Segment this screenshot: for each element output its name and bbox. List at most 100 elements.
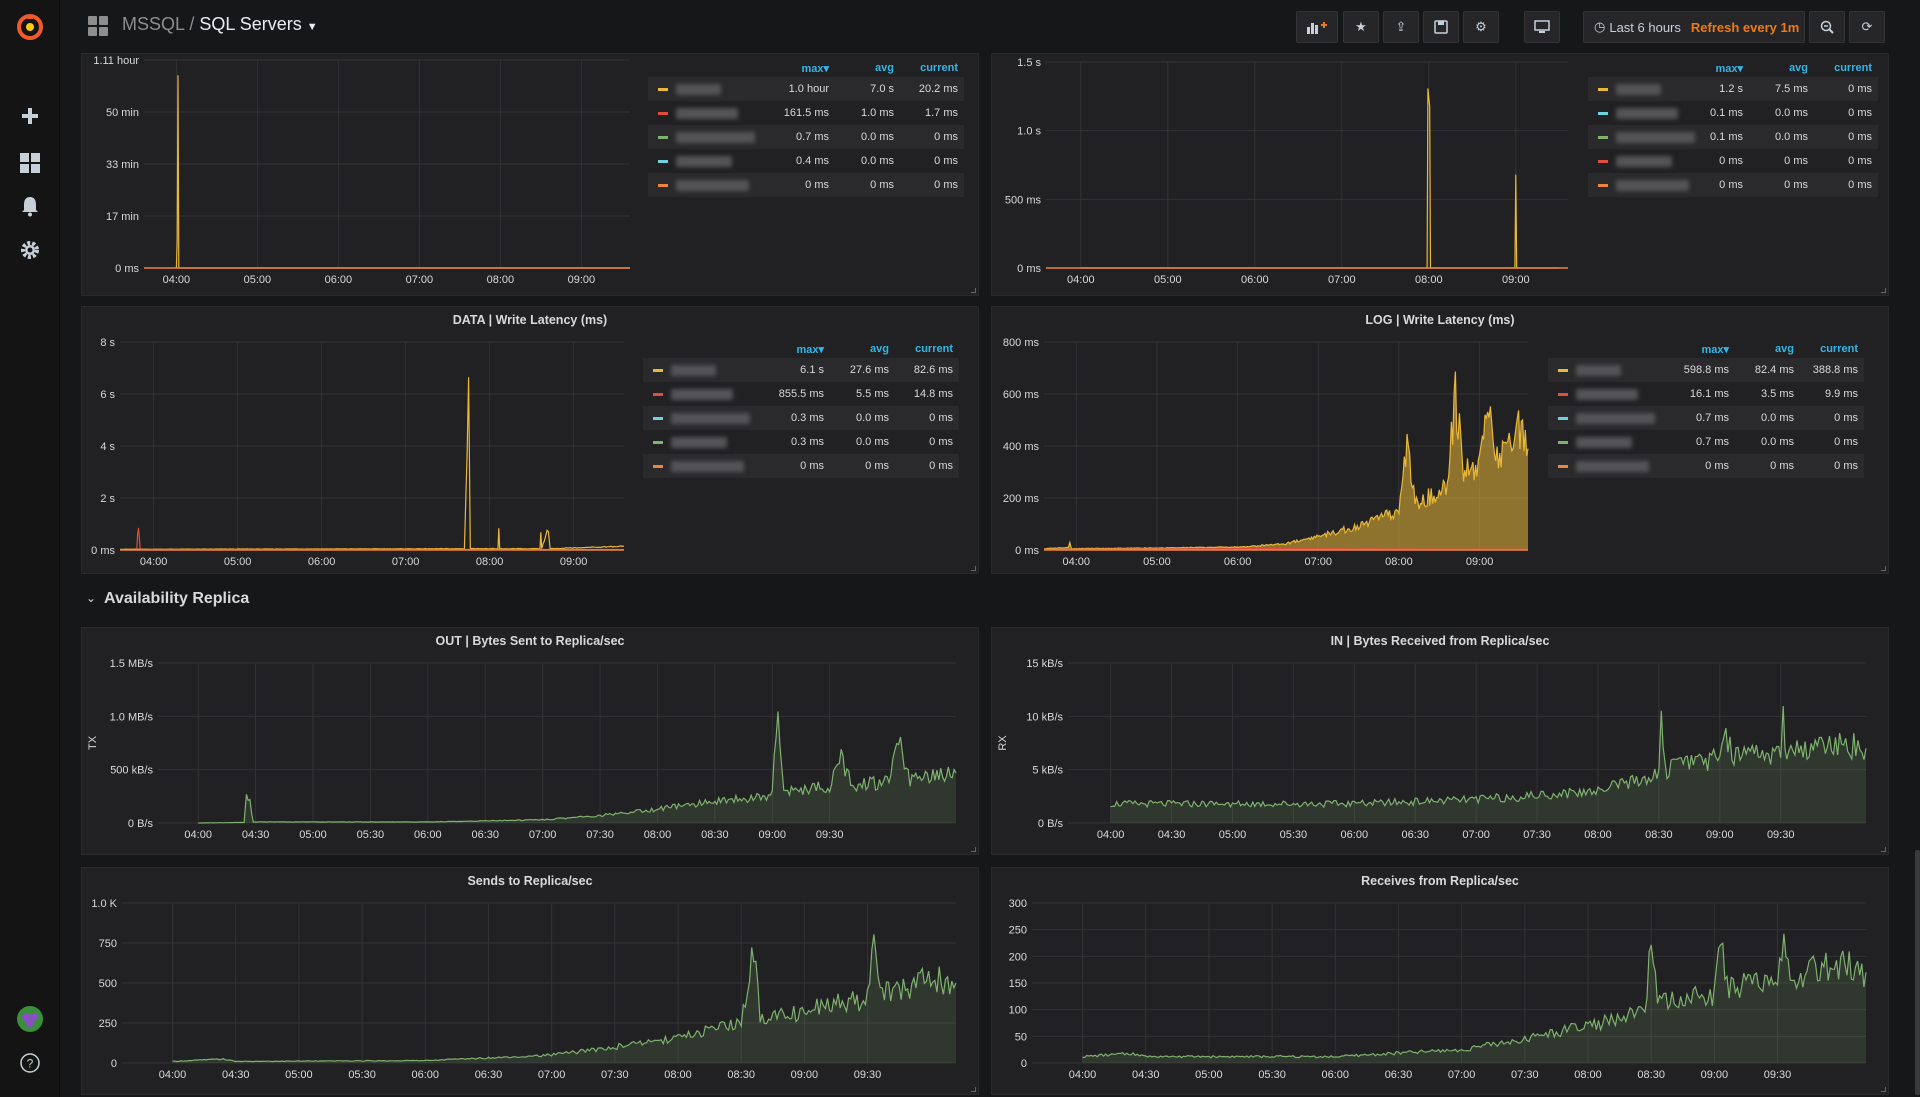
gear-icon[interactable] [15, 235, 45, 265]
legend-row[interactable]: 0.1 ms 0.0 ms 0 ms [1588, 125, 1878, 149]
row-title[interactable]: Availability Replica [104, 590, 250, 607]
legend-row[interactable]: 0.7 ms 0.0 ms 0 ms [1548, 406, 1864, 430]
legend-series-name-redacted[interactable] [1576, 365, 1621, 376]
breadcrumb-folder[interactable]: MSSQL [122, 14, 185, 34]
dashboards-icon[interactable] [15, 148, 45, 178]
resize-handle[interactable] [1881, 566, 1886, 571]
legend-row[interactable]: 0 ms 0 ms 0 ms [1588, 149, 1878, 173]
chart-p3[interactable]: 0 ms 2 s 4 s 6 s 8 s 04:00 05:00 06:00 07:00 08:0… [82, 307, 980, 575]
avatar[interactable] [15, 1004, 45, 1034]
refresh-button[interactable]: ⟳ [1849, 11, 1885, 43]
resize-handle[interactable] [971, 847, 976, 852]
legend-series-name-redacted[interactable] [1616, 132, 1695, 143]
row-header[interactable]: ⌄ [86, 591, 96, 605]
legend-series-name-redacted[interactable] [1616, 156, 1672, 167]
chart-p4[interactable]: 0 ms 200 ms 400 ms 600 ms 800 ms 04:00 05:00 06… [992, 307, 1890, 575]
legend-row[interactable]: 1.2 s 7.5 ms 0 ms [1588, 77, 1878, 101]
panel-sends[interactable]: Sends to Replica/sec 0 250 500 750 1.0 K 04:0… [81, 867, 979, 1095]
legend-row[interactable]: 0.7 ms 0.0 ms 0 ms [1548, 430, 1864, 454]
dashboard-grid-icon[interactable] [88, 16, 110, 43]
panel-title[interactable]: Sends to Replica/sec [467, 874, 593, 888]
legend-row[interactable]: 0 ms 0 ms 0 ms [1548, 454, 1864, 478]
legend-header-max[interactable]: max▾ [1701, 344, 1729, 356]
legend-row[interactable]: 16.1 ms 3.5 ms 9.9 ms [1548, 382, 1864, 406]
add-panel-button[interactable] [1296, 11, 1338, 43]
panel-title[interactable]: OUT | Bytes Sent to Replica/sec [435, 634, 625, 648]
share-button[interactable]: ⇪ [1383, 11, 1419, 43]
scrollbar[interactable] [1915, 850, 1920, 1095]
legend-header-avg[interactable]: avg [875, 62, 894, 74]
resize-handle[interactable] [971, 288, 976, 293]
legend-series-name-redacted[interactable] [1576, 461, 1649, 472]
legend-header-max[interactable]: max▾ [796, 344, 824, 356]
breadcrumb[interactable]: MSSQL / SQL Servers ▼ [122, 14, 318, 35]
legend-row[interactable]: 0.3 ms 0.0 ms 0 ms [643, 406, 959, 430]
breadcrumb-dashboard[interactable]: SQL Servers [199, 14, 302, 34]
panel-title[interactable]: LOG | Write Latency (ms) [1365, 313, 1515, 327]
tv-mode-button[interactable] [1524, 11, 1560, 43]
chart-p8[interactable]: 0 50 100 150 200 250 300 04:00 04:30 05:00 05:30 06… [992, 868, 1890, 1096]
legend-series-name-redacted[interactable] [1576, 413, 1655, 424]
legend-series-name-redacted[interactable] [676, 108, 738, 119]
legend-series-name-redacted[interactable] [1576, 437, 1632, 448]
chart-p6[interactable]: 0 B/s 5 kB/s 10 kB/s 15 kB/s 04:00 04:30 05:00… [992, 628, 1890, 856]
chevron-down-icon[interactable]: ▼ [306, 21, 318, 33]
panel-receives[interactable]: Receives from Replica/sec 0 50 100 150 200 25… [991, 867, 1889, 1095]
chart-p1[interactable]: 0 ms 17 min 33 min 50 min 1.11 hour 04:00 05:0… [82, 54, 980, 297]
legend-row[interactable]: 0.4 ms 0.0 ms 0 ms [648, 149, 964, 173]
help-icon[interactable]: ? [15, 1048, 45, 1078]
grafana-logo-icon[interactable] [15, 12, 45, 42]
legend-header-current[interactable]: current [1820, 343, 1858, 355]
legend-row[interactable]: 6.1 s 27.6 ms 82.6 ms [643, 358, 959, 382]
legend-header-avg[interactable]: avg [1789, 62, 1808, 74]
legend-header-current[interactable]: current [915, 343, 953, 355]
panel-title[interactable]: Receives from Replica/sec [1361, 874, 1519, 888]
time-picker-button[interactable]: ◷ Last 6 hours Refresh every 1m [1583, 11, 1805, 43]
legend-series-name-redacted[interactable] [1576, 389, 1638, 400]
legend-series-name-redacted[interactable] [671, 365, 716, 376]
save-button[interactable] [1423, 11, 1459, 43]
legend-row[interactable]: 0 ms 0 ms 0 ms [648, 173, 964, 197]
plus-icon[interactable] [15, 101, 45, 131]
legend-header-current[interactable]: current [920, 62, 958, 74]
legend-series-name-redacted[interactable] [1616, 84, 1661, 95]
chart-p5[interactable]: 0 B/s 500 kB/s 1.0 MB/s 1.5 MB/s 04:00 04:30 0… [82, 628, 980, 856]
panel-log-write-latency[interactable]: LOG | Write Latency (ms) 0 ms 200 ms 400 m… [991, 306, 1889, 574]
legend-row[interactable]: 1.0 hour 7.0 s 20.2 ms [648, 77, 964, 101]
legend-header-max[interactable]: max▾ [801, 63, 829, 75]
resize-handle[interactable] [1881, 847, 1886, 852]
legend-row[interactable]: 161.5 ms 1.0 ms 1.7 ms [648, 101, 964, 125]
legend-row[interactable]: 0.7 ms 0.0 ms 0 ms [648, 125, 964, 149]
panel-title[interactable]: IN | Bytes Received from Replica/sec [1330, 634, 1550, 648]
bell-icon[interactable] [15, 191, 45, 221]
legend-row[interactable]: 0.1 ms 0.0 ms 0 ms [1588, 101, 1878, 125]
settings-button[interactable]: ⚙ [1463, 11, 1499, 43]
resize-handle[interactable] [971, 1087, 976, 1092]
legend-series-name-redacted[interactable] [676, 84, 721, 95]
legend-series-name-redacted[interactable] [676, 132, 755, 143]
legend-row[interactable]: 0 ms 0 ms 0 ms [1588, 173, 1878, 197]
legend-header-current[interactable]: current [1834, 62, 1872, 74]
panel-title[interactable]: DATA | Write Latency (ms) [452, 313, 608, 327]
legend-series-name-redacted[interactable] [1616, 180, 1689, 191]
panel-top-right[interactable]: 0 ms 500 ms 1.0 s 1.5 s 04:00 05:00 06:00 07:00… [991, 53, 1889, 296]
panel-bytes-sent[interactable]: OUT | Bytes Sent to Replica/sec 0 B/s 500… [81, 627, 979, 855]
star-button[interactable]: ★ [1343, 11, 1379, 43]
panel-data-write-latency[interactable]: DATA | Write Latency (ms) 0 ms 2 s 4 s 6 s 8… [81, 306, 979, 574]
legend-header-avg[interactable]: avg [870, 343, 889, 355]
legend-series-name-redacted[interactable] [671, 389, 733, 400]
resize-handle[interactable] [1881, 1087, 1886, 1092]
legend-header-max[interactable]: max▾ [1715, 63, 1743, 75]
resize-handle[interactable] [1881, 288, 1886, 293]
legend-series-name-redacted[interactable] [671, 437, 727, 448]
legend-series-name-redacted[interactable] [676, 180, 749, 191]
legend-series-name-redacted[interactable] [676, 156, 732, 167]
chart-p7[interactable]: 0 250 500 750 1.0 K 04:00 04:30 05:00 05:30 06:00… [82, 868, 980, 1096]
panel-bytes-received[interactable]: IN | Bytes Received from Replica/sec 0 B… [991, 627, 1889, 855]
panel-top-left[interactable]: 0 ms 17 min 33 min 50 min 1.11 hour 04:00 05:0… [81, 53, 979, 296]
legend-series-name-redacted[interactable] [671, 413, 750, 424]
chart-p2[interactable]: 0 ms 500 ms 1.0 s 1.5 s 04:00 05:00 06:00 07:00… [992, 54, 1890, 297]
resize-handle[interactable] [971, 566, 976, 571]
legend-series-name-redacted[interactable] [671, 461, 744, 472]
legend-row[interactable]: 0.3 ms 0.0 ms 0 ms [643, 430, 959, 454]
